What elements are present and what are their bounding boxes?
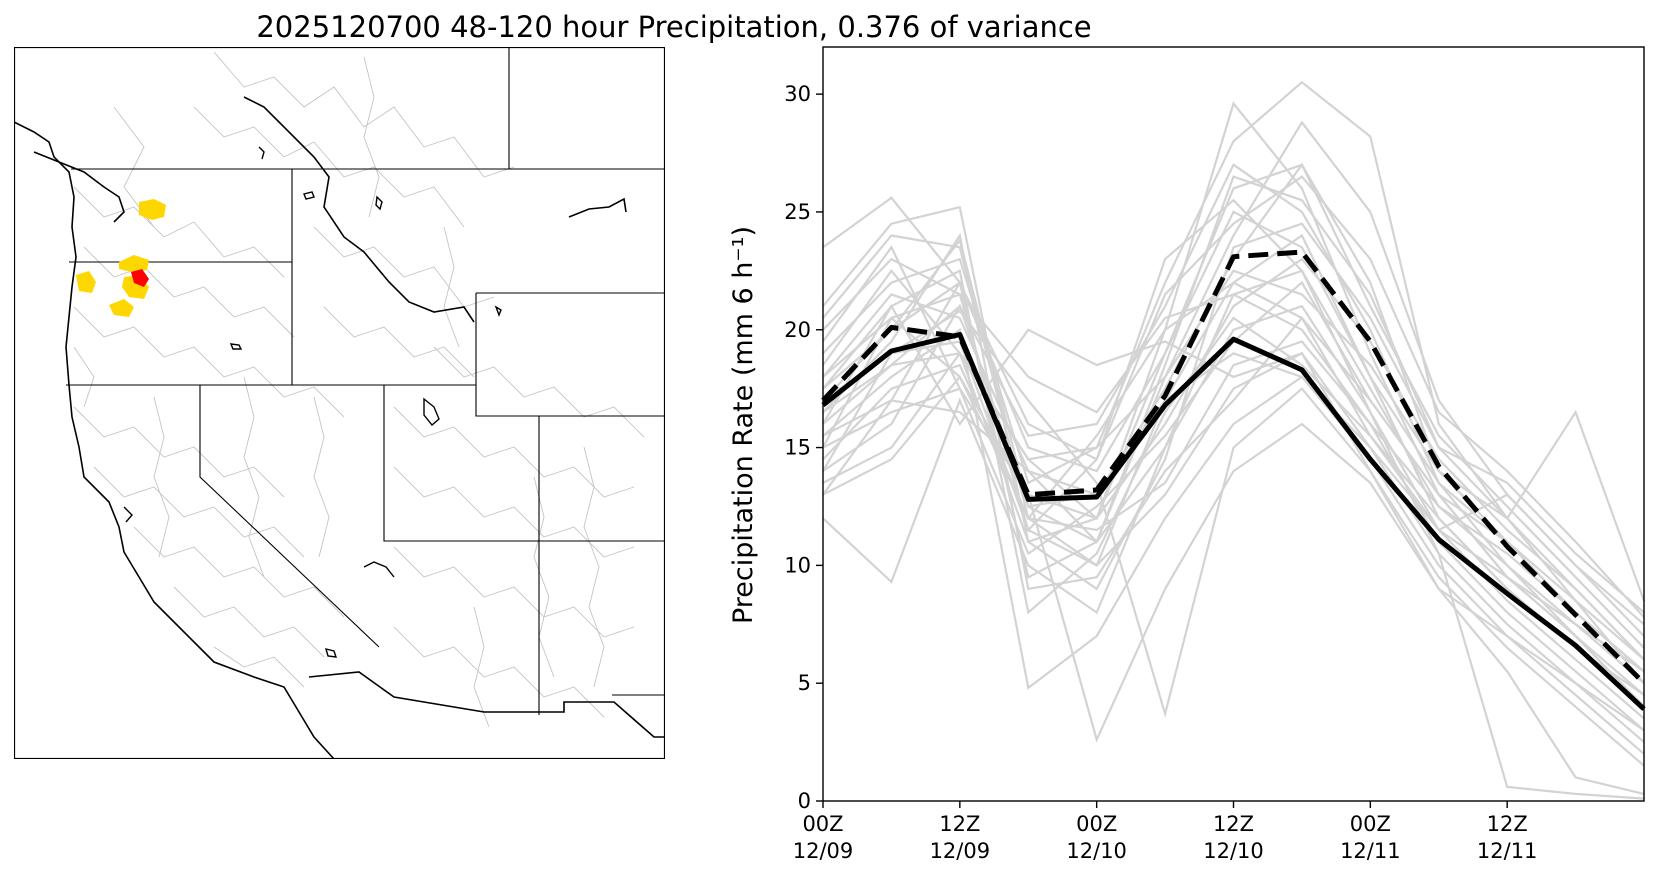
- highlight-basin: [109, 299, 134, 317]
- ensemble-member-line: [822, 351, 1645, 732]
- ensemble-member-line: [822, 304, 1645, 743]
- coastline: [14, 96, 665, 759]
- y-tick-label: 30: [784, 82, 811, 106]
- y-tick-label: 20: [784, 318, 811, 342]
- series-lines: [821, 249, 1646, 711]
- highlight-basin-peak: [131, 269, 149, 287]
- map-frame: [14, 47, 665, 759]
- x-tick-label-date: 12/11: [1340, 839, 1401, 863]
- lakes: [123, 146, 502, 658]
- axes: 0 5 10 15 20 25 30 00Z 12/09 12Z 12/09 00Z 12/10 12Z 1…: [784, 46, 1645, 863]
- ensemble-member-line: [822, 309, 1645, 767]
- y-tick-label: 5: [798, 671, 811, 695]
- ensemble-member-line: [822, 352, 1645, 673]
- dashed-series-line: [821, 249, 1646, 685]
- ensemble-member-line: [822, 175, 1645, 618]
- ensemble-members: [822, 80, 1646, 800]
- ensemble-member-line: [822, 387, 1645, 795]
- ensemble-member-line: [822, 163, 1645, 673]
- x-tick-label-date: 12/10: [1066, 839, 1127, 863]
- x-tick-label-time: 12Z: [939, 812, 980, 836]
- x-tick-label-date: 12/10: [1203, 839, 1264, 863]
- x-tick-label-time: 12Z: [1213, 812, 1254, 836]
- sensitivity-map: [14, 47, 665, 759]
- solid-series-line: [821, 332, 1646, 711]
- ensemble-member-line: [822, 269, 1645, 800]
- x-tick-label-time: 00Z: [802, 812, 843, 836]
- y-tick-label: 10: [784, 553, 811, 577]
- ensemble-member-line: [822, 340, 1645, 708]
- x-tick-label-time: 00Z: [1076, 812, 1117, 836]
- highlight-basin: [76, 271, 96, 293]
- ensemble-member-line: [822, 210, 1645, 673]
- ensemble-member-line: [822, 234, 1645, 708]
- x-tick-label-date: 12/09: [930, 839, 991, 863]
- ensemble-member-line: [822, 304, 1645, 720]
- y-tick-label: 0: [798, 789, 811, 813]
- highlight-regions: [76, 199, 166, 317]
- highlight-basin: [139, 199, 166, 220]
- ensemble-member-line: [822, 175, 1645, 614]
- state-boundaries: [66, 47, 665, 715]
- basin-boundaries: [73, 51, 645, 728]
- ensemble-member-line: [822, 269, 1645, 637]
- x-tick-label-time: 00Z: [1350, 812, 1391, 836]
- x-tick-label-date: 12/09: [793, 839, 854, 863]
- x-tick-label-time: 12Z: [1487, 812, 1528, 836]
- y-tick-label: 15: [784, 436, 811, 460]
- highlight-basin: [119, 255, 149, 272]
- y-axis-label: Precipitation Rate (mm 6 h⁻¹): [728, 226, 759, 624]
- x-tick-label-date: 12/11: [1477, 839, 1538, 863]
- ensemble-member-line: [822, 101, 1645, 708]
- figure-title: 2025120700 48-120 hour Precipitation, 0.…: [256, 10, 1092, 44]
- y-tick-label: 25: [784, 200, 811, 224]
